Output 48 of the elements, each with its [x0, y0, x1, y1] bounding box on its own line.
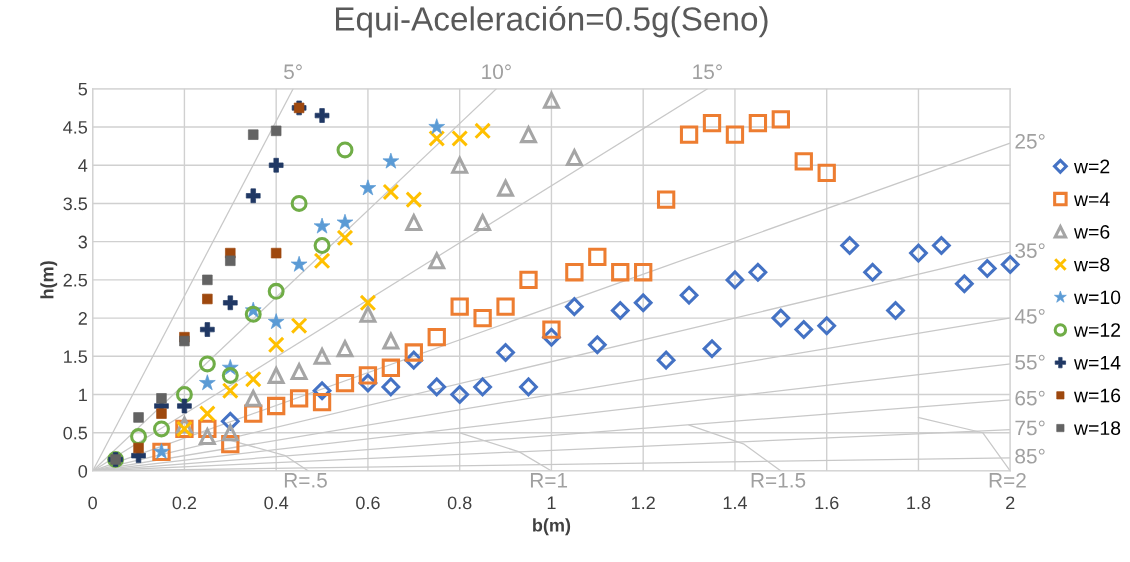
- annotation: 85°: [1015, 448, 1045, 464]
- y-tick-label: 3: [78, 235, 88, 249]
- annotation: R=1.5: [751, 473, 806, 488]
- x-tick-label: 2: [1006, 496, 1015, 510]
- annotation: R=1: [530, 473, 568, 488]
- x-tick-label: 1: [547, 496, 556, 510]
- y-tick-label: 0: [78, 464, 88, 478]
- annotation: 35°: [1015, 243, 1045, 258]
- legend-label: w=6: [1073, 225, 1110, 239]
- y-tick-label: 0.5: [63, 426, 88, 440]
- y-tick-label: 4: [78, 159, 88, 172]
- annotation: 10°: [482, 64, 511, 80]
- x-tick-label: 0.6: [356, 496, 380, 510]
- annotation: 65°: [1015, 390, 1045, 406]
- legend-label: w=10: [1073, 290, 1121, 305]
- y-tick-label: 1.5: [64, 350, 88, 364]
- legend-label: w=14: [1073, 356, 1121, 370]
- legend-label: w=16: [1073, 388, 1121, 403]
- y-tick-label: 1: [79, 388, 87, 402]
- x-tick-label: 0.2: [172, 496, 197, 510]
- legend-label: w=2: [1073, 159, 1110, 174]
- y-tick-label: 5: [78, 82, 88, 96]
- annotation: 45°: [1014, 308, 1045, 324]
- legend-label: w=18: [1073, 421, 1121, 436]
- y-tick-label: 3.5: [63, 197, 88, 211]
- annotation: R=.5: [284, 473, 327, 488]
- x-tick-label: 1.8: [907, 496, 931, 510]
- legend-label: w=4: [1073, 192, 1110, 206]
- y-tick-label: 2: [78, 312, 87, 325]
- annotation: 55°: [1015, 354, 1045, 370]
- y-tick-label: 4.5: [63, 121, 88, 134]
- x-tick-label: 0.8: [447, 496, 472, 510]
- annotation: R=2: [989, 472, 1026, 488]
- annotation: 5°: [284, 64, 302, 80]
- x-tick-label: 0: [88, 496, 97, 510]
- annotation: 15°: [693, 64, 722, 80]
- x-tick-label: 1.4: [723, 496, 747, 510]
- legend-label: w=8: [1073, 257, 1110, 272]
- annotation: 25°: [1015, 133, 1045, 149]
- y-axis-title: h(m): [40, 261, 58, 299]
- chart-title: Equi-Aceleración=0.5g(Seno): [336, 5, 768, 38]
- y-tick-label: 2.5: [63, 273, 88, 287]
- annotation: 75°: [1015, 420, 1045, 436]
- legend-label: w=12: [1073, 323, 1121, 337]
- x-tick-label: 1.2: [632, 496, 655, 510]
- x-tick-label: 0.4: [264, 496, 289, 510]
- x-axis-title: b(m): [533, 518, 571, 536]
- x-tick-label: 1.6: [815, 496, 839, 510]
